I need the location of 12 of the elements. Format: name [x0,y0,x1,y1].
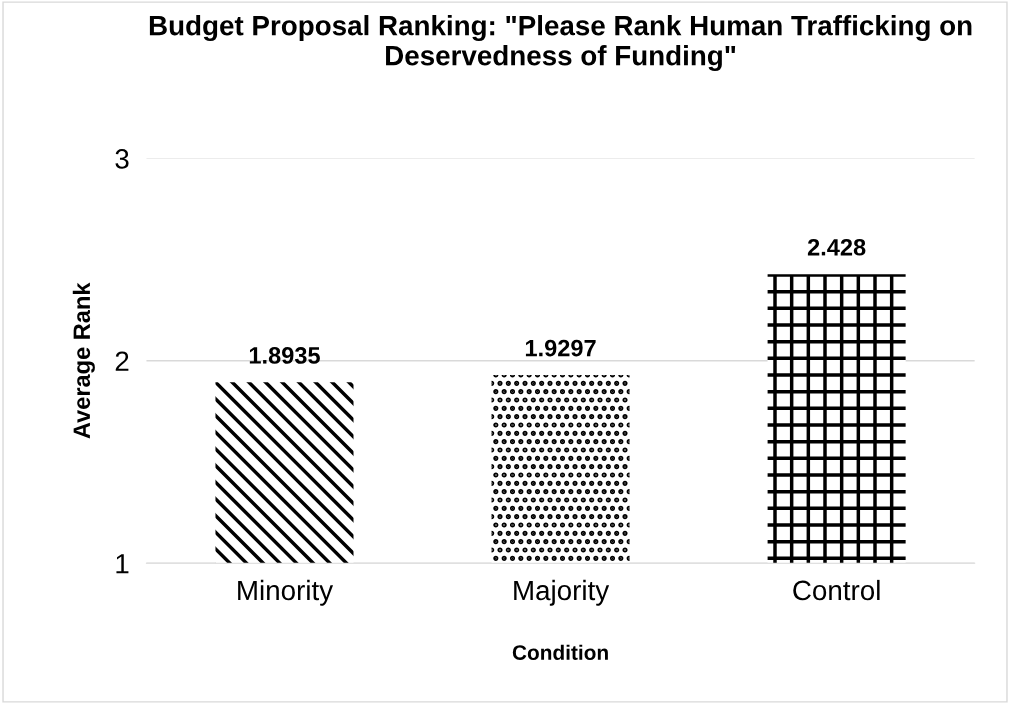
y-tick-label: 3 [115,149,129,169]
y-tick-label: 2 [115,351,129,371]
data-label: 1.8935 [249,347,320,364]
x-axis-title: Condition [512,644,608,660]
x-tick-label: Control [793,579,880,601]
data-label: 1.9297 [525,339,596,357]
data-label: 2.428 [807,238,866,256]
y-tick-label: 1 [116,554,129,574]
x-tick-label: Minority [238,579,334,606]
y-axis-title: Average Rank [72,282,95,439]
x-tick-label: Majority [514,579,610,606]
chart-title: Budget Proposal Ranking: "Please Rank Human Trafficking on Deservedness of Funding" [149,15,972,72]
